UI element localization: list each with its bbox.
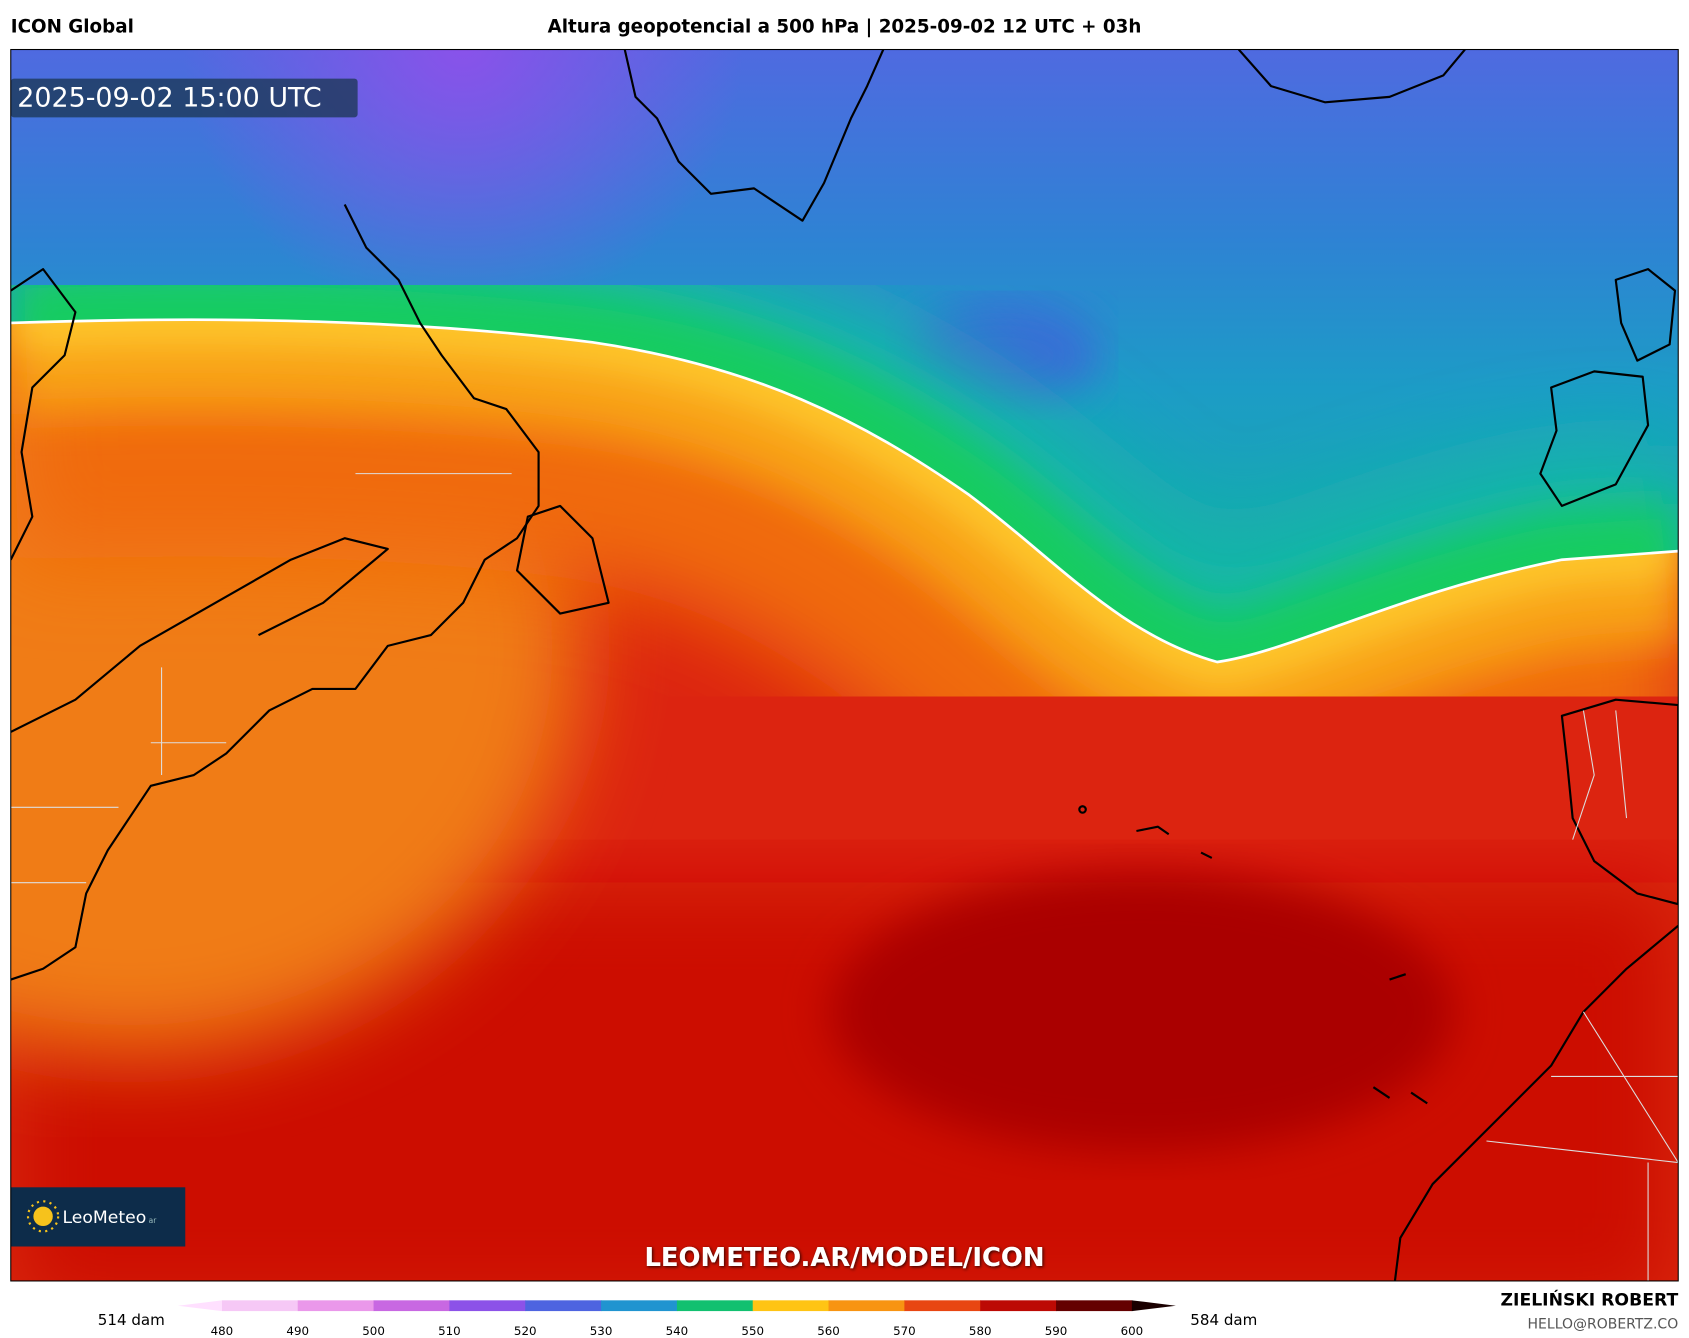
credit-name: ZIELIŃSKI ROBERT	[1501, 1289, 1679, 1311]
colorbar-tick-label: 560	[817, 1324, 840, 1338]
colorbar-tick-label: 530	[590, 1324, 613, 1338]
credit-email: HELLO@ROBERTZ.CO	[1528, 1316, 1679, 1332]
colorbar: 480 490 500 510 520 530 540 550 560 570 580 590 600	[177, 1300, 1176, 1338]
colorbar-tick-label: 600	[1121, 1324, 1144, 1338]
colorbar-segment	[904, 1300, 981, 1312]
colorbar-segment	[297, 1300, 375, 1312]
map: 2025-09-02 15:00 UTC LeoMeteo ar LEOMETE…	[10, 49, 1679, 1281]
colorbar-tick-label: 540	[666, 1324, 689, 1338]
model-name: ICON Global	[11, 16, 134, 37]
colorbar-tick-label: 580	[969, 1324, 992, 1338]
colorbar-segment	[828, 1300, 905, 1312]
logo-text: LeoMeteo	[62, 1208, 146, 1228]
logo-suffix: ar	[149, 1216, 158, 1225]
colorbar-segment	[449, 1300, 526, 1312]
colorbar-tick-label: 520	[514, 1324, 537, 1338]
colorbar-segment	[676, 1300, 754, 1312]
colorbar-tick-label: 490	[286, 1324, 309, 1338]
colorbar-segment	[980, 1300, 1057, 1312]
colorbar-low-end	[177, 1300, 222, 1312]
colorbar-high-end	[1131, 1300, 1176, 1312]
colorbar-segment	[221, 1300, 299, 1312]
colorbar-segment	[373, 1300, 450, 1312]
colorbar-tick-label: 480	[211, 1324, 234, 1338]
watermark: LEOMETEO.AR/MODEL/ICON	[644, 1243, 1044, 1273]
colorbar-segment	[601, 1300, 678, 1312]
map-title: Altura geopotencial a 500 hPa | 2025-09-…	[548, 16, 1142, 37]
colorbar-tick-label: 570	[893, 1324, 916, 1338]
logo-rays	[26, 1200, 60, 1233]
colorbar-tick-label: 500	[362, 1324, 385, 1338]
logo-sun	[33, 1206, 53, 1227]
colorbar-segment	[525, 1300, 602, 1312]
timestamp: 2025-09-02 15:00 UTC	[17, 83, 321, 114]
contour-line	[10, 318, 1679, 664]
map-frame	[10, 48, 1679, 1282]
colorbar-segment	[752, 1300, 830, 1312]
timestamp-box	[10, 78, 358, 118]
colorbar-min-label: 514 dam	[98, 1311, 165, 1329]
colorbar-max-label: 584 dam	[1190, 1311, 1257, 1329]
colorbar-tick-label: 590	[1045, 1324, 1068, 1338]
colorbar-tick-label: 510	[438, 1324, 461, 1338]
colorbar-segment	[1056, 1300, 1133, 1312]
colorbar-tick-label: 550	[741, 1324, 764, 1338]
coastlines	[10, 49, 1679, 1281]
